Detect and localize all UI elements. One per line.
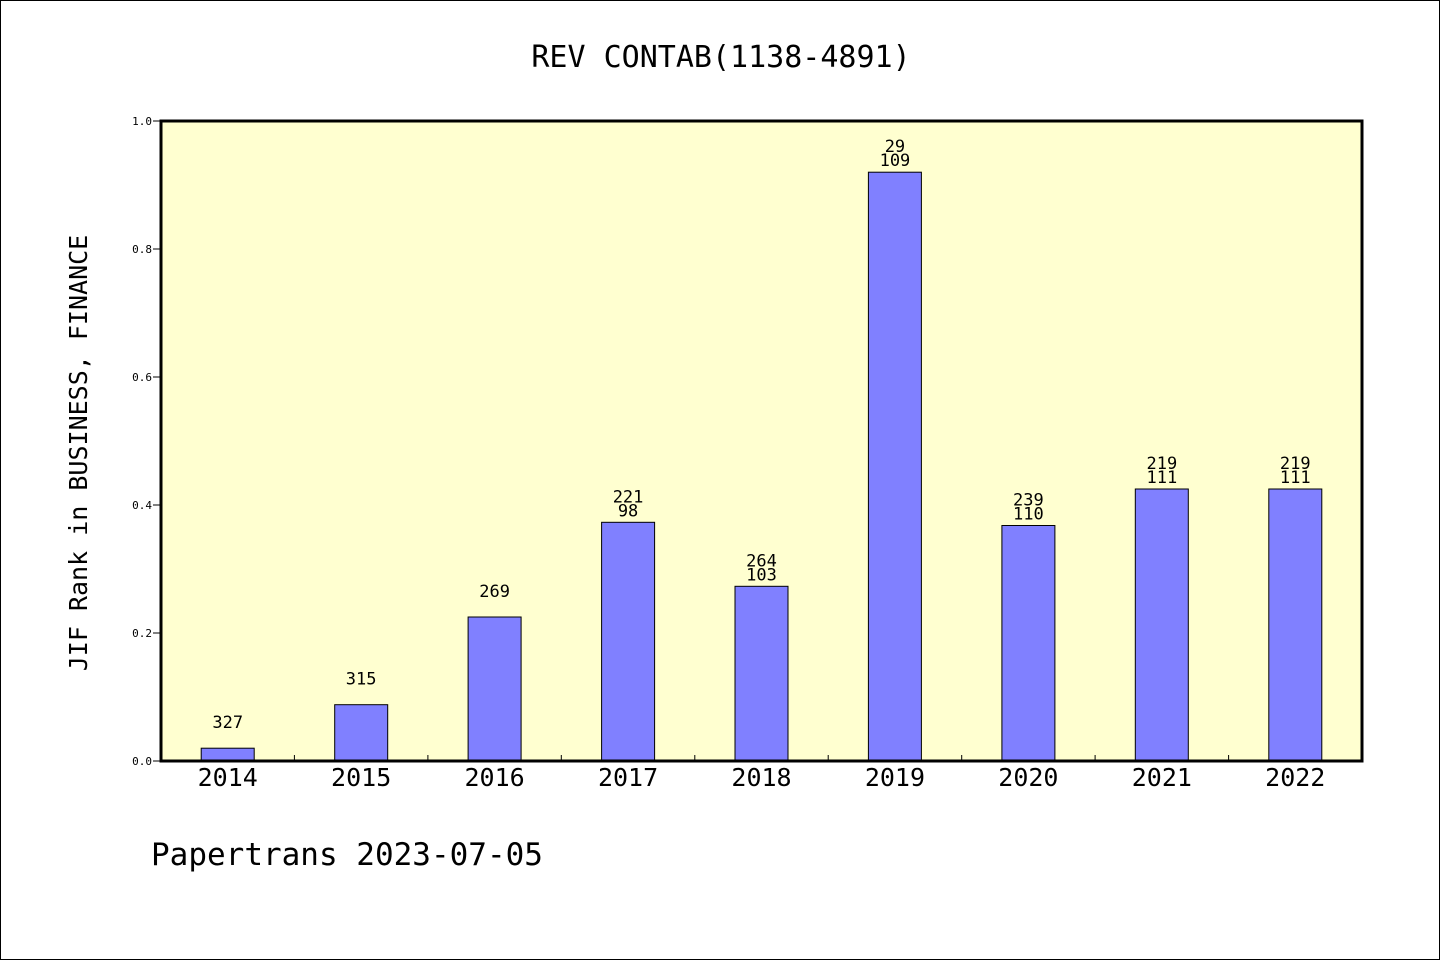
x-ticks-group: 2014 2015 2016 2017 2018 2019 2020 2021 2022 bbox=[198, 755, 1325, 792]
bar-2018 bbox=[734, 585, 789, 762]
bar-2020 bbox=[1001, 525, 1056, 762]
y-tick-label-2: 0.4 bbox=[132, 499, 152, 512]
x-tick-label-2014: 2014 bbox=[198, 763, 258, 792]
x-tick-label-2017: 2017 bbox=[598, 763, 658, 792]
x-tick-label-2022: 2022 bbox=[1265, 763, 1325, 792]
y-tick-label-0: 0.0 bbox=[132, 755, 152, 768]
x-tick-label-2018: 2018 bbox=[731, 763, 791, 792]
bar-2015 bbox=[334, 704, 389, 762]
y-ticks-group: 0.0 0.2 0.4 0.6 0.8 1.0 bbox=[132, 115, 161, 768]
data-label-top-2019: 29 bbox=[885, 137, 905, 157]
x-tick-label-2019: 2019 bbox=[865, 763, 925, 792]
data-label-bottom-2021: 111 bbox=[1146, 468, 1177, 488]
data-label-bottom-2019: 109 bbox=[880, 151, 911, 171]
bar-2019 bbox=[867, 171, 922, 762]
bar-2017 bbox=[601, 521, 656, 762]
data-label-top-2021: 219 bbox=[1146, 454, 1177, 474]
data-label-top-2015: 315 bbox=[346, 670, 377, 690]
x-tick-label-2021: 2021 bbox=[1132, 763, 1192, 792]
data-label-top-2018: 264 bbox=[746, 551, 777, 571]
bar-2021 bbox=[1134, 488, 1189, 762]
data-label-top-2017: 221 bbox=[613, 487, 644, 507]
y-tick-label-5: 1.0 bbox=[132, 115, 152, 128]
chart-title: REV CONTAB(1138-4891) bbox=[531, 40, 910, 75]
footer-text: Papertrans 2023-07-05 bbox=[151, 837, 543, 873]
x-tick-label-2015: 2015 bbox=[331, 763, 391, 792]
y-tick-label-4: 0.8 bbox=[132, 243, 152, 256]
bar-2022 bbox=[1268, 488, 1323, 762]
data-label-top-2014: 327 bbox=[212, 713, 243, 733]
x-tick-label-2020: 2020 bbox=[998, 763, 1058, 792]
data-label-bottom-2022: 111 bbox=[1280, 468, 1311, 488]
y-tick-label-3: 0.6 bbox=[132, 371, 152, 384]
data-labels-group: 3273152692219826410329109239110219111219… bbox=[212, 137, 1310, 733]
bars-group bbox=[200, 171, 1323, 762]
data-label-bottom-2017: 98 bbox=[618, 501, 638, 521]
data-label-bottom-2020: 110 bbox=[1013, 505, 1044, 525]
data-label-bottom-2018: 103 bbox=[746, 565, 777, 585]
x-tick-label-2016: 2016 bbox=[465, 763, 525, 792]
y-tick-label-1: 0.2 bbox=[132, 627, 152, 640]
data-label-top-2016: 269 bbox=[479, 582, 510, 602]
bar-2016 bbox=[467, 616, 522, 762]
data-label-top-2022: 219 bbox=[1280, 454, 1311, 474]
y-axis-label: JIF Rank in BUSINESS, FINANCE bbox=[64, 235, 93, 672]
bar-2014 bbox=[200, 747, 255, 762]
plot-border bbox=[159, 119, 1364, 763]
data-label-top-2020: 239 bbox=[1013, 491, 1044, 511]
